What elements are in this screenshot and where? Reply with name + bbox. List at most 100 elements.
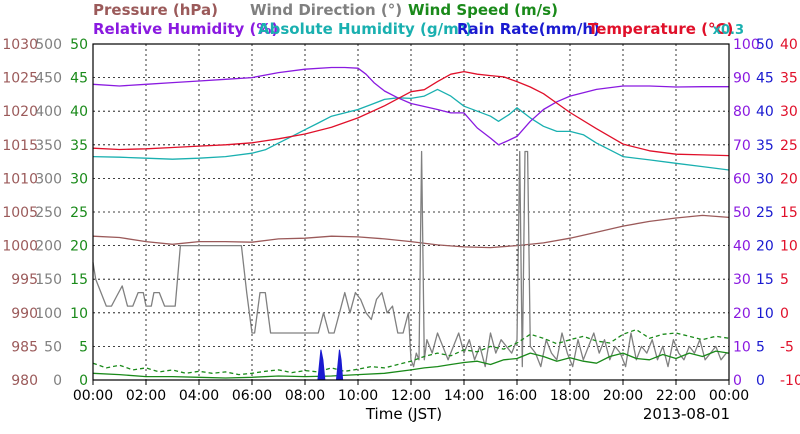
series-layer (92, 66, 730, 381)
legend-item: Temperature (°C) (588, 20, 733, 38)
right-axis-tick-label: 50 (733, 205, 751, 221)
left-axis-tick-label: 150 (35, 272, 62, 288)
legend-item: Wind Speed (m/s) (408, 1, 558, 19)
left-axis-tick-label: 0 (79, 373, 88, 389)
left-axis-tick-label: 1025 (2, 71, 38, 87)
legend-item: Rain Rate(mm/h) (457, 20, 600, 38)
right-axis-tick-label: 10 (780, 239, 798, 255)
x-axis-title: Time (JST) (365, 405, 442, 423)
series-line (92, 328, 730, 376)
left-axis-tick-label: 400 (35, 104, 62, 120)
series-line (92, 70, 730, 157)
x-tick-label: 10:00 (338, 388, 378, 404)
right-axis-tick-label: 25 (780, 138, 798, 154)
left-axis-tick-label: 500 (35, 37, 62, 53)
right-axis-tick-label: -5 (780, 339, 794, 355)
x-tick-label: 00:00 (709, 388, 749, 404)
left-axis-tick-label: 10 (70, 306, 88, 322)
right-axis-tick-label: 10 (733, 339, 751, 355)
left-axis-tick-label: 1015 (2, 138, 38, 154)
left-axis-tick-label: 1000 (2, 239, 38, 255)
series-line (92, 350, 730, 379)
left-axis-tick-label: 5 (79, 339, 88, 355)
left-axis-tick-label: 20 (70, 239, 88, 255)
x-tick-label: 00:00 (73, 388, 113, 404)
right-axis-tick-label: 25 (756, 205, 774, 221)
left-axis-tick-label: 1030 (2, 37, 38, 53)
x-tick-label: 22:00 (656, 388, 696, 404)
x-tick-label: 06:00 (232, 388, 272, 404)
left-axis-tick-label: 40 (70, 104, 88, 120)
left-axis-tick-label: 995 (11, 272, 38, 288)
right-axis-tick-label: 30 (733, 272, 751, 288)
left-axis-tick-label: 30 (70, 171, 88, 187)
left-axis-tick-label: 200 (35, 239, 62, 255)
left-axis-tick-label: 35 (70, 138, 88, 154)
x-tick-label: 08:00 (285, 388, 325, 404)
legend-item: Wind Direction (°) (250, 1, 402, 19)
left-axis-tick-label: 300 (35, 171, 62, 187)
left-axis-tick-label: 985 (11, 339, 38, 355)
right-axes: 1009080706050403020100504540353025201510… (733, 37, 800, 389)
right-axis-tick-label: 60 (733, 171, 751, 187)
left-axis-tick-label: 1010 (2, 171, 38, 187)
right-axis-tick-label: 20 (756, 239, 774, 255)
left-axis-tick-label: 1005 (2, 205, 38, 221)
x-axis: 00:00 02:00 04:00 06:00 08:00 10:00 12:00 14:00… (73, 380, 749, 404)
left-axis-tick-label: 450 (35, 71, 62, 87)
right-axis-tick-label: 15 (756, 272, 774, 288)
absolute-humidity-scale-note: x0.3 (713, 23, 744, 38)
right-axis-tick-label: 80 (733, 104, 751, 120)
x-tick-label: 16:00 (497, 388, 537, 404)
left-axis-tick-label: 990 (11, 306, 38, 322)
right-axis-tick-label: 20 (733, 306, 751, 322)
right-axis-tick-label: 45 (756, 71, 774, 87)
x-tick-label: 04:00 (179, 388, 219, 404)
right-axis-tick-label: 30 (756, 171, 774, 187)
right-axis-tick-label: 20 (780, 171, 798, 187)
left-axis-tick-label: 1020 (2, 104, 38, 120)
left-axis-tick-label: 45 (70, 71, 88, 87)
legend-item: Relative Humidity (%) (93, 20, 278, 38)
right-axis-tick-label: 35 (780, 71, 798, 87)
left-axis-tick-label: 100 (35, 306, 62, 322)
right-axis-tick-label: -10 (780, 373, 800, 389)
left-axis-tick-label: 350 (35, 138, 62, 154)
left-axis-tick-label: 15 (70, 272, 88, 288)
right-axis-tick-label: 70 (733, 138, 751, 154)
left-axis-tick-label: 0 (53, 373, 62, 389)
plot-frame (92, 43, 730, 381)
series-line (92, 214, 730, 249)
left-axis-tick-label: 50 (44, 339, 62, 355)
left-axis-tick-label: 25 (70, 205, 88, 221)
right-axis-tick-label: 5 (780, 272, 789, 288)
right-axis-tick-label: 0 (780, 306, 789, 322)
left-axis-tick-label: 50 (70, 37, 88, 53)
x-tick-label: 20:00 (603, 388, 643, 404)
left-axis-tick-label: 250 (35, 205, 62, 221)
legend-item: Pressure (hPa) (93, 1, 218, 19)
right-axis-tick-label: 15 (780, 205, 798, 221)
right-axis-tick-label: 40 (780, 37, 798, 53)
x-tick-label: 02:00 (126, 388, 166, 404)
grid (93, 44, 729, 380)
right-axis-tick-label: 5 (756, 339, 765, 355)
x-tick-label: 14:00 (444, 388, 484, 404)
right-axis-tick-label: 10 (756, 306, 774, 322)
left-axis-tick-label: 980 (11, 373, 38, 389)
right-axis-tick-label: 0 (756, 373, 765, 389)
x-tick-label: 18:00 (550, 388, 590, 404)
right-axis-tick-label: 30 (780, 104, 798, 120)
legend-item: Absolute Humidity (g/m³) (258, 20, 472, 38)
right-axis-tick-label: 35 (756, 138, 774, 154)
right-axis-tick-label: 100 (733, 37, 760, 53)
right-axis-tick-label: 50 (756, 37, 774, 53)
series-line (92, 88, 730, 171)
right-axis-tick-label: 90 (733, 71, 751, 87)
right-axis-tick-label: 40 (733, 239, 751, 255)
series-line (92, 66, 729, 146)
x-tick-label: 12:00 (391, 388, 431, 404)
right-axis-tick-label: 0 (733, 373, 742, 389)
date-label: 2013-08-01 (643, 405, 730, 423)
